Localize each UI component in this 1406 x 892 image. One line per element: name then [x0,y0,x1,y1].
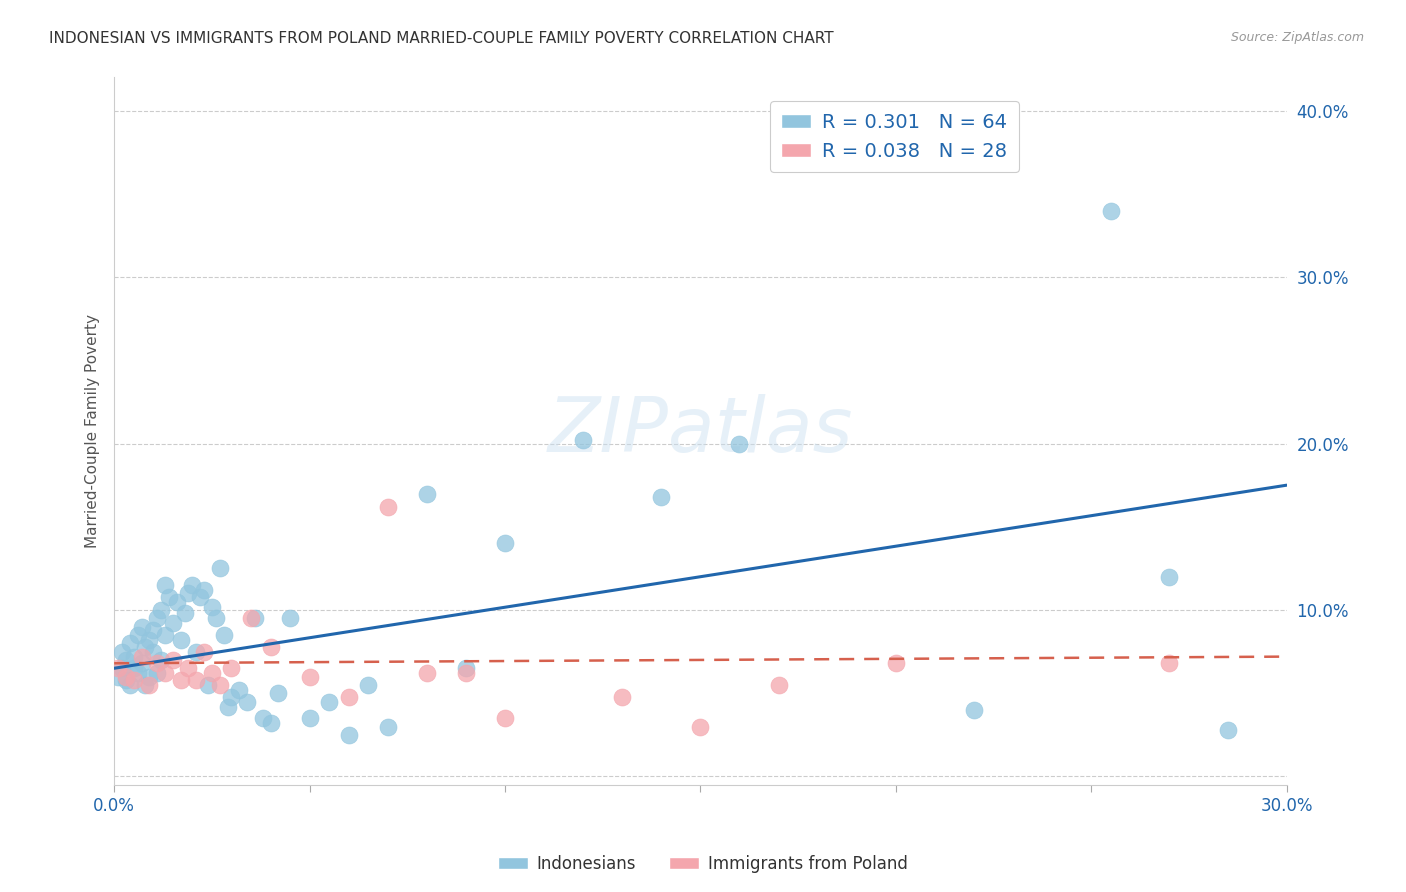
Point [454,661,477,675]
Point [1159,657,1181,671]
Point [221,661,243,675]
Point [204,611,226,625]
Point [122,673,145,687]
Point [157,590,180,604]
Point [1216,723,1239,737]
Point [134,678,156,692]
Point [494,711,516,725]
Point [122,649,145,664]
Point [131,657,153,671]
Point [118,678,141,692]
Point [267,686,290,700]
Point [236,694,259,708]
Point [193,645,215,659]
Point [115,669,138,683]
Point [177,586,200,600]
Point [1099,203,1122,218]
Point [259,716,281,731]
Point [138,632,160,647]
Text: INDONESIAN VS IMMIGRANTS FROM POLAND MARRIED-COUPLE FAMILY POVERTY CORRELATION C: INDONESIAN VS IMMIGRANTS FROM POLAND MAR… [49,31,834,46]
Point [217,699,239,714]
Point [162,653,184,667]
Point [193,582,215,597]
Point [239,611,262,625]
Point [111,645,134,659]
Point [201,666,224,681]
Point [884,657,907,671]
Point [243,611,266,625]
Point [337,728,360,742]
Point [173,607,195,621]
Point [221,690,243,704]
Point [572,434,595,448]
Point [146,611,169,625]
Point [278,611,301,625]
Point [228,682,250,697]
Point [259,640,281,654]
Text: Source: ZipAtlas.com: Source: ZipAtlas.com [1230,31,1364,45]
Point [208,561,231,575]
Point [377,719,399,733]
Y-axis label: Married-Couple Family Poverty: Married-Couple Family Poverty [86,314,100,548]
Point [146,657,169,671]
Point [142,623,165,637]
Point [201,599,224,614]
Point [150,653,173,667]
Point [416,666,439,681]
Point [153,578,176,592]
Point [111,661,134,675]
Point [177,661,200,675]
Point [138,669,160,683]
Point [1159,570,1181,584]
Point [127,628,149,642]
Point [208,678,231,692]
Point [169,632,191,647]
Point [131,649,153,664]
Point [494,536,516,550]
Point [612,690,634,704]
Point [153,628,176,642]
Point [122,661,145,675]
Point [768,678,790,692]
Point [162,616,184,631]
Point [127,666,149,681]
Text: ZIPatlas: ZIPatlas [548,394,853,468]
Point [181,578,204,592]
Point [416,486,439,500]
Point [252,711,274,725]
Point [169,673,191,687]
Point [138,678,160,692]
Point [728,436,751,450]
Point [153,666,176,681]
Point [377,500,399,514]
Point [689,719,711,733]
Legend: R = 0.301   N = 64, R = 0.038   N = 28: R = 0.301 N = 64, R = 0.038 N = 28 [769,102,1019,172]
Point [357,678,380,692]
Point [146,666,169,681]
Point [107,661,129,675]
Point [298,711,321,725]
Point [118,636,141,650]
Point [134,640,156,654]
Point [186,673,208,687]
Legend: Indonesians, Immigrants from Poland: Indonesians, Immigrants from Poland [492,848,914,880]
Point [212,628,235,642]
Point [963,703,986,717]
Point [150,603,173,617]
Point [454,666,477,681]
Point [337,690,360,704]
Point [115,653,138,667]
Point [318,694,340,708]
Point [131,620,153,634]
Point [107,669,129,683]
Point [166,595,188,609]
Point [115,673,138,687]
Point [197,678,219,692]
Point [188,590,211,604]
Point [298,669,321,683]
Point [650,490,672,504]
Point [142,645,165,659]
Point [186,645,208,659]
